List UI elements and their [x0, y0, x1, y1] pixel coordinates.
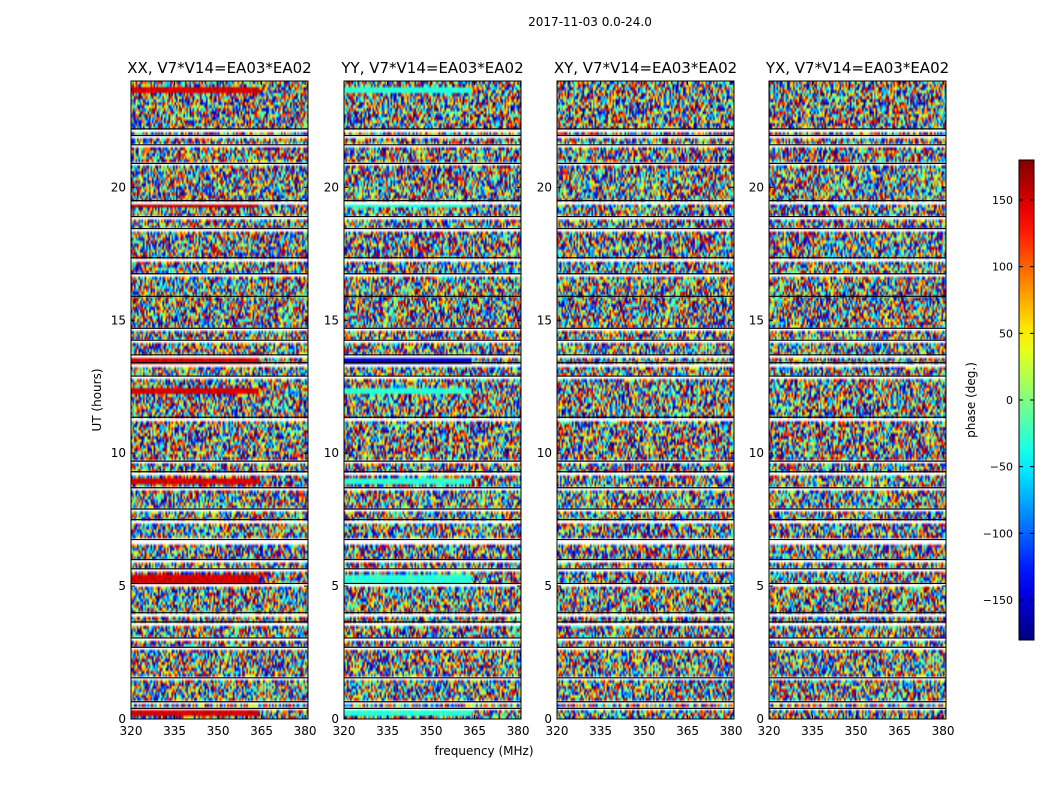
panel-xy: XY, V7*V14=EA03*EA02 320 335 350 365 380 0 5 10 1… [537, 59, 743, 738]
x-tick-label: 320 [333, 724, 356, 738]
y-tick-label: 5 [118, 579, 126, 593]
y-tick-label: 15 [749, 313, 764, 327]
y-tick-label: 5 [756, 579, 764, 593]
x-tick-label: 335 [163, 724, 186, 738]
phase-heatmap [769, 81, 946, 719]
phase-heatmap [344, 81, 521, 719]
colorbar-tick-label: 100 [992, 261, 1013, 274]
colorbar-tick-label: 150 [992, 194, 1013, 207]
x-tick-label: 380 [932, 724, 955, 738]
y-tick-label: 20 [749, 180, 764, 194]
x-tick-label: 335 [801, 724, 824, 738]
y-tick-label: 5 [331, 579, 339, 593]
x-tick-label: 380 [294, 724, 317, 738]
panel-xx: XX, V7*V14=EA03*EA02 320 335 350 365 380 0 5 10 1… [111, 59, 317, 738]
colorbar-tick-label: −150 [983, 594, 1013, 607]
x-tick-label: 380 [507, 724, 530, 738]
y-tick-label: 10 [324, 446, 339, 460]
panel-title: XY, V7*V14=EA03*EA02 [554, 59, 737, 77]
colorbar-label: phase (deg.) [964, 362, 978, 438]
x-tick-label: 350 [845, 724, 868, 738]
colorbar-tick-label: 50 [999, 327, 1013, 340]
y-axis-label: UT (hours) [90, 368, 104, 431]
y-tick-label: 20 [111, 180, 126, 194]
y-tick-label: 10 [111, 446, 126, 460]
x-tick-label: 365 [463, 724, 486, 738]
x-tick-label: 350 [420, 724, 443, 738]
y-tick-label: 5 [544, 579, 552, 593]
x-tick-label: 335 [589, 724, 612, 738]
colorbar: −150 −100 −50 0 50 100 150 [983, 159, 1035, 641]
x-tick-label: 320 [120, 724, 143, 738]
x-tick-label: 365 [676, 724, 699, 738]
y-tick-label: 20 [324, 180, 339, 194]
y-tick-label: 15 [324, 313, 339, 327]
y-tick-label: 0 [118, 712, 126, 726]
phase-heatmap [131, 81, 308, 719]
y-tick-label: 15 [537, 313, 552, 327]
panel-title: YY, V7*V14=EA03*EA02 [340, 59, 523, 77]
x-tick-label: 350 [633, 724, 656, 738]
colorbar-tick-label: −100 [983, 527, 1013, 540]
x-tick-label: 365 [888, 724, 911, 738]
axes-frame [130, 80, 309, 720]
panel-yy: YY, V7*V14=EA03*EA02 320 335 350 365 380 0 5 10 1… [324, 59, 530, 738]
y-tick-label: 0 [756, 712, 764, 726]
y-tick-label: 15 [111, 313, 126, 327]
panels-group: XX, V7*V14=EA03*EA02 320 335 350 365 380 0 5 10 1… [111, 59, 955, 738]
x-tick-label: 365 [250, 724, 273, 738]
panel-yx: YX, V7*V14=EA03*EA02 320 335 350 365 380 0 5 10 1… [749, 59, 955, 738]
phase-heatmap [557, 81, 734, 719]
panel-title: YX, V7*V14=EA03*EA02 [765, 59, 949, 77]
y-tick-label: 10 [537, 446, 552, 460]
x-axis-label: frequency (MHz) [434, 744, 533, 758]
y-tick-label: 10 [749, 446, 764, 460]
y-tick-label: 0 [544, 712, 552, 726]
axes-frame [343, 80, 522, 720]
colorbar-tick-label: −50 [990, 461, 1013, 474]
panel-title: XX, V7*V14=EA03*EA02 [127, 59, 311, 77]
x-tick-label: 320 [546, 724, 569, 738]
x-tick-label: 320 [758, 724, 781, 738]
axes-frame [556, 80, 735, 720]
x-tick-label: 350 [207, 724, 230, 738]
x-tick-label: 335 [376, 724, 399, 738]
y-tick-label: 20 [537, 180, 552, 194]
colorbar-tick-label: 0 [1006, 394, 1013, 407]
axes-frame [768, 80, 947, 720]
x-tick-label: 380 [720, 724, 743, 738]
figure-suptitle: 2017-11-03 0.0-24.0 [528, 15, 652, 29]
y-tick-label: 0 [331, 712, 339, 726]
